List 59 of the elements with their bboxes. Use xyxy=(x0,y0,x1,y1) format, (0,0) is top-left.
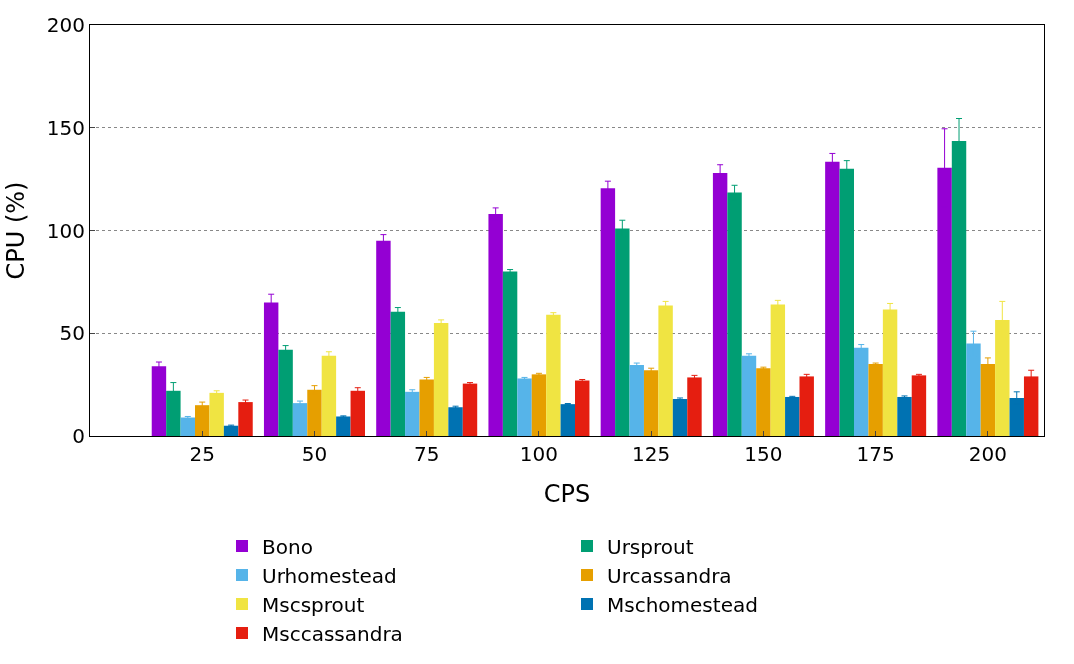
bar xyxy=(799,376,814,436)
y-tick-label: 100 xyxy=(46,218,85,243)
bar xyxy=(911,375,927,436)
legend-label: Bono xyxy=(262,534,313,559)
bar xyxy=(658,305,673,436)
bar xyxy=(502,271,518,436)
bar xyxy=(223,425,239,436)
bar xyxy=(336,416,351,436)
bar xyxy=(307,389,322,436)
bar xyxy=(321,355,337,436)
bar xyxy=(868,364,883,436)
bar xyxy=(741,355,757,436)
bar xyxy=(390,311,406,436)
bar xyxy=(419,379,434,436)
x-tick-label: 25 xyxy=(189,442,215,466)
bar xyxy=(770,304,786,436)
bar xyxy=(629,365,644,436)
x-tick-label: 100 xyxy=(519,442,559,466)
x-tick-label: 175 xyxy=(856,442,895,466)
bar xyxy=(560,404,576,436)
y-tick-label: 50 xyxy=(59,321,85,346)
bar xyxy=(897,396,912,436)
bar xyxy=(462,383,478,436)
legend-label: Mschomestead xyxy=(607,592,758,617)
bar xyxy=(672,399,688,436)
bar xyxy=(756,368,771,436)
x-tick-label: 150 xyxy=(744,442,783,466)
bar xyxy=(643,370,659,436)
x-tick-label: 50 xyxy=(301,442,328,466)
y-tick-label: 0 xyxy=(72,424,85,448)
bar xyxy=(687,377,702,436)
bar xyxy=(575,380,590,436)
legend-label: Ursprout xyxy=(607,534,694,559)
bar xyxy=(531,374,547,436)
x-tick-label: 125 xyxy=(632,442,671,466)
bar xyxy=(209,392,224,436)
legend-label: Urcassandra xyxy=(607,563,732,588)
bar xyxy=(546,314,561,436)
bar xyxy=(238,402,253,436)
x-tick-label: 200 xyxy=(968,442,1007,466)
x-tick-label: 75 xyxy=(413,442,440,466)
bar xyxy=(785,396,800,436)
bar xyxy=(448,407,463,436)
bar xyxy=(195,405,210,436)
y-axis-title: CPU (%) xyxy=(1,181,30,280)
bar xyxy=(292,403,308,436)
legend-label: Msccassandra xyxy=(262,621,403,646)
bar xyxy=(517,378,532,436)
legend-label: Urhomestead xyxy=(262,563,397,588)
bar xyxy=(433,322,449,436)
y-tick-label: 150 xyxy=(46,115,85,140)
legend-label: Mscsprout xyxy=(262,592,365,617)
bar xyxy=(854,347,869,436)
bar xyxy=(278,349,293,436)
x-axis-title: CPS xyxy=(543,480,591,509)
y-tick-label: 200 xyxy=(46,13,85,37)
bar xyxy=(405,391,420,436)
bar xyxy=(180,417,196,436)
bar xyxy=(350,390,365,436)
